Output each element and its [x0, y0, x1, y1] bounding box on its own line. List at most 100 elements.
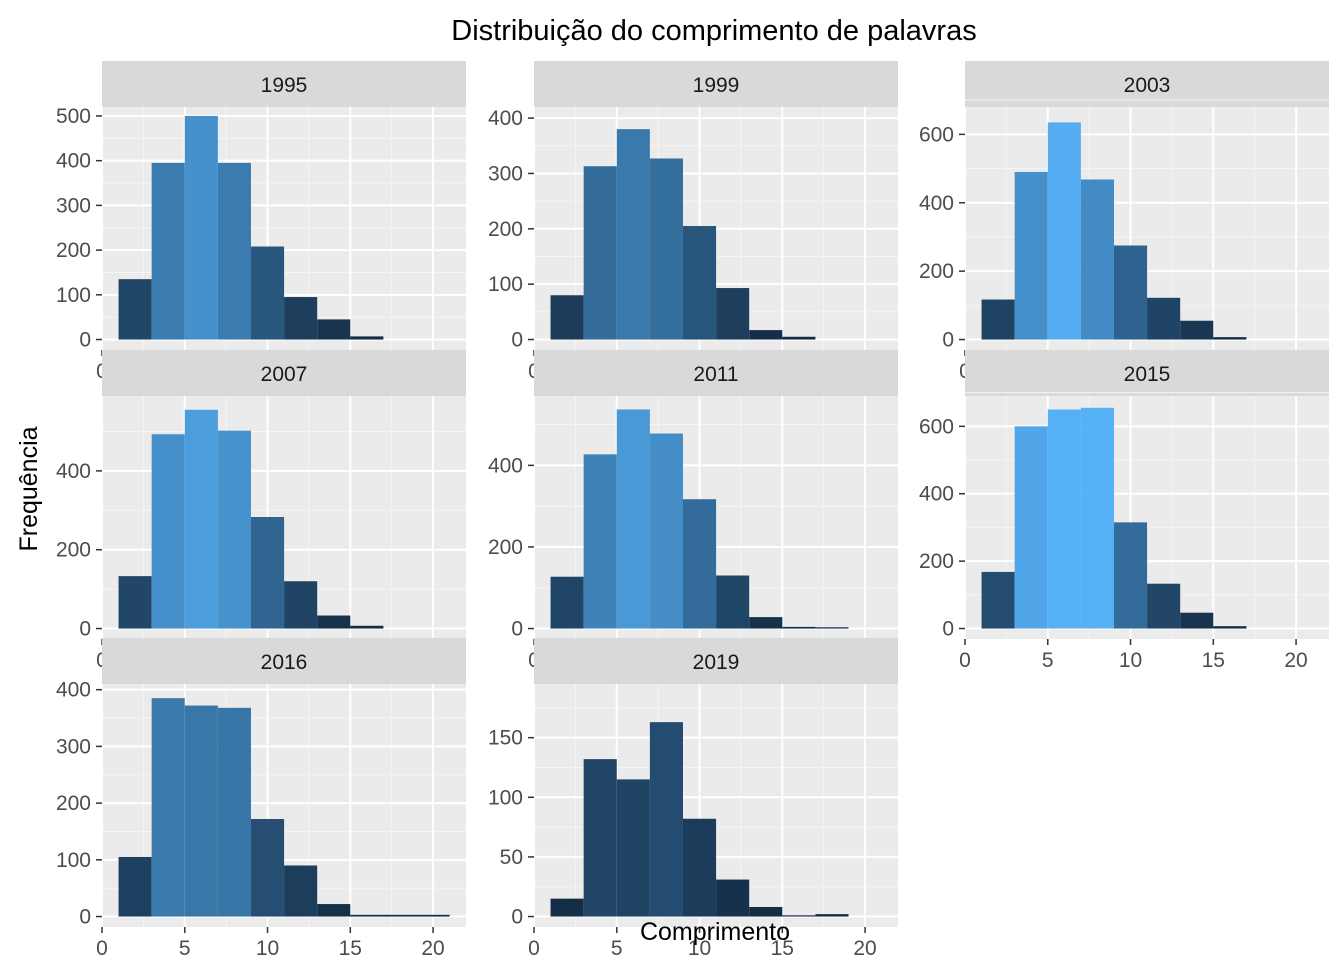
x-tick-label: 0: [96, 937, 108, 960]
facet-panel-2015: 2015 0 200 400 600 0 5 10 15 20: [919, 350, 1329, 672]
histogram-bar: [649, 722, 683, 917]
histogram-bar: [981, 299, 1015, 340]
y-tick-label: 500: [56, 105, 91, 128]
histogram-bar: [749, 617, 783, 629]
histogram-bar: [217, 430, 251, 629]
x-tick-label: 0: [959, 649, 971, 672]
histogram-bar: [716, 879, 750, 917]
facet-strip-label: 2003: [1124, 74, 1171, 97]
y-tick-label: 0: [511, 329, 523, 352]
histogram-bar: [616, 129, 650, 340]
y-tick-label: 200: [56, 539, 91, 562]
y-tick-label: 100: [488, 786, 523, 809]
y-tick-label: 150: [488, 727, 523, 750]
facet-panel-2003: 2003020040060005101520: [919, 61, 1329, 383]
histogram-bar: [184, 115, 218, 340]
histogram-bar: [682, 499, 717, 629]
histogram-bar: [317, 319, 351, 340]
histogram-bar: [416, 914, 450, 917]
histogram-bar: [649, 433, 683, 629]
x-tick-label: 15: [339, 937, 362, 960]
facet-panel-2007: 2007020040005101520: [56, 350, 466, 672]
y-tick-label: 400: [919, 192, 954, 215]
facet-strip-label: 2015: [1124, 363, 1171, 386]
facet-panel-1995: 1995010020030040050005101520: [56, 61, 466, 383]
histogram-bar: [981, 571, 1015, 629]
histogram-bar: [250, 516, 285, 629]
histogram-bar: [716, 288, 750, 340]
y-tick-label: 400: [488, 107, 523, 130]
facet-panel-1999: 1999010020030040005101520: [488, 61, 898, 383]
y-tick-label: 50: [500, 846, 523, 869]
chart-title: Distribuição do comprimento de palavras: [451, 15, 976, 47]
histogram-bar: [184, 409, 218, 629]
y-tick-label: 0: [79, 906, 91, 929]
facet-strip: [102, 350, 466, 396]
histogram-bar: [118, 856, 152, 917]
histogram-bar: [815, 627, 849, 629]
histogram-bar: [1047, 409, 1081, 629]
histogram-bar: [649, 158, 683, 340]
histogram-bar: [1213, 626, 1247, 629]
facet-panel-2016: 2016 0 100 200 300 400 0 5 10 15 20: [56, 638, 466, 960]
histogram-bar: [118, 576, 152, 629]
facet-strip: [534, 350, 898, 396]
histogram-bar: [616, 779, 650, 917]
y-tick-label: 200: [56, 792, 91, 815]
y-tick-label: 600: [919, 123, 954, 146]
facet-panel-2011: 2011020040005101520: [488, 350, 898, 672]
facet-panels: 1995010020030040050005101520199901002003…: [56, 61, 1329, 960]
x-tick-label: 15: [1202, 649, 1225, 672]
x-tick-label: 5: [611, 937, 623, 960]
histogram-bar: [1080, 179, 1114, 340]
histogram-bar: [682, 818, 717, 917]
histogram-bar: [118, 279, 152, 340]
histogram-bar: [1047, 122, 1081, 340]
y-tick-label: 300: [488, 162, 523, 185]
x-tick-label: 20: [853, 937, 876, 960]
y-tick-label: 200: [488, 536, 523, 559]
y-tick-label: 200: [56, 239, 91, 262]
facet-strip-label: 2011: [693, 363, 738, 386]
histogram-bar: [1014, 171, 1048, 340]
histogram-bar: [1147, 583, 1181, 629]
y-axis-title: Frequência: [15, 426, 43, 551]
histogram-bar: [583, 759, 617, 917]
histogram-bar: [583, 166, 617, 340]
histogram-bar: [682, 226, 717, 340]
histogram-bar: [284, 581, 318, 629]
facet-strip-label: 2016: [261, 651, 308, 674]
y-tick-label: 400: [56, 460, 91, 483]
histogram-bar: [749, 330, 783, 340]
facet-strip: [102, 61, 466, 107]
histogram-bar: [550, 576, 584, 629]
histogram-bar: [550, 295, 584, 340]
histogram-bar: [317, 904, 351, 917]
facet-panel-2019: 2019 0 50 100 150 0 5 10 15 20: [488, 638, 898, 960]
histogram-bar: [583, 454, 617, 629]
histogram-bar: [1014, 426, 1048, 629]
y-tick-label: 0: [942, 329, 954, 352]
x-tick-label: 5: [1042, 649, 1054, 672]
facet-strip: [965, 350, 1329, 396]
histogram-bar: [716, 575, 750, 629]
histogram-bar: [151, 698, 185, 917]
x-tick-label: 15: [771, 937, 794, 960]
y-tick-label: 200: [919, 550, 954, 573]
histogram-bar: [550, 898, 584, 917]
histogram-bar: [151, 162, 185, 340]
histogram-bar: [1180, 320, 1214, 340]
x-tick-label: 20: [421, 937, 444, 960]
x-tick-label: 5: [179, 937, 191, 960]
histogram-bar: [284, 297, 318, 340]
y-tick-label: 400: [488, 454, 523, 477]
y-tick-label: 400: [919, 483, 954, 506]
histogram-bar: [217, 707, 251, 917]
y-tick-label: 0: [79, 618, 91, 641]
y-tick-label: 400: [56, 150, 91, 173]
facet-strip: [965, 61, 1329, 107]
facet-strip-label: 2019: [693, 651, 740, 674]
facet-strip-label: 2007: [261, 363, 308, 386]
x-tick-label: 10: [688, 937, 711, 960]
histogram-bar: [383, 914, 417, 917]
